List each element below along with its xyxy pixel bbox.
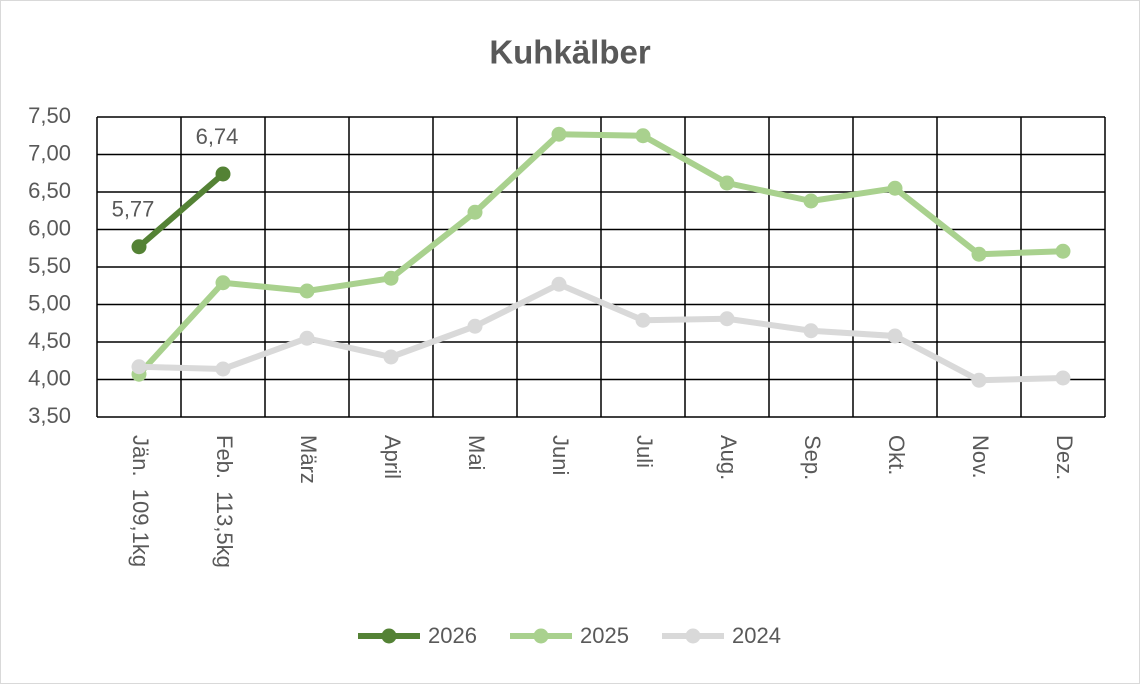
series-line (136, 131, 1066, 378)
y-tick-label: 7,50 (28, 103, 71, 128)
x-tick-label: Sep. (800, 435, 825, 480)
chart-title: Kuhkälber (489, 34, 651, 71)
y-tick-label: 5,50 (28, 253, 71, 278)
x-tick-label: Juli (632, 435, 657, 468)
point (131, 359, 147, 375)
x-tick-label: Jän. 109,1kg (128, 435, 153, 567)
x-tick-label: April (380, 435, 405, 479)
y-tick-label: 6,50 (28, 178, 71, 203)
x-tick-label: Okt. (884, 435, 909, 475)
x-tick-label: März (296, 435, 321, 484)
point (887, 180, 903, 196)
point (299, 283, 315, 299)
point (467, 318, 483, 334)
point (383, 349, 399, 365)
point (971, 246, 987, 262)
y-tick-label: 5,00 (28, 290, 71, 315)
point (887, 328, 903, 344)
point (467, 204, 483, 220)
y-tick-label: 3,50 (28, 403, 71, 428)
point (803, 193, 819, 209)
y-tick-label: 6,00 (28, 215, 71, 240)
point (299, 330, 315, 346)
point (551, 276, 567, 292)
y-tick-label: 4,50 (28, 328, 71, 353)
x-tick-label: Dez. (1052, 435, 1077, 480)
data-label: 6,74 (196, 124, 239, 149)
point (719, 175, 735, 191)
x-tick-label: Juni (548, 435, 573, 475)
point (1055, 370, 1071, 386)
point (803, 323, 819, 339)
point (215, 166, 231, 182)
x-tick-label: Nov. (968, 435, 993, 479)
point (971, 372, 987, 388)
x-tick-label: Aug. (716, 435, 741, 480)
series-line (136, 281, 1066, 384)
legend-marker (685, 628, 701, 644)
legend-label: 2024 (732, 623, 781, 648)
legend-label: 2026 (428, 623, 477, 648)
y-tick-label: 7,00 (28, 140, 71, 165)
point (1055, 243, 1071, 259)
point (551, 126, 567, 142)
y-tick-label: 4,00 (28, 365, 71, 390)
point (719, 311, 735, 327)
point (635, 312, 651, 328)
x-tick-label: Mai (464, 435, 489, 470)
point (215, 361, 231, 377)
data-label: 5,77 (112, 197, 155, 222)
legend-marker (533, 628, 549, 644)
point (383, 270, 399, 286)
x-tick-label: Feb. 113,5kg (212, 435, 237, 568)
legend-label: 2025 (580, 623, 629, 648)
point (215, 275, 231, 291)
point (635, 128, 651, 144)
point (131, 239, 147, 255)
legend-marker (381, 628, 397, 644)
series-line (136, 171, 226, 250)
